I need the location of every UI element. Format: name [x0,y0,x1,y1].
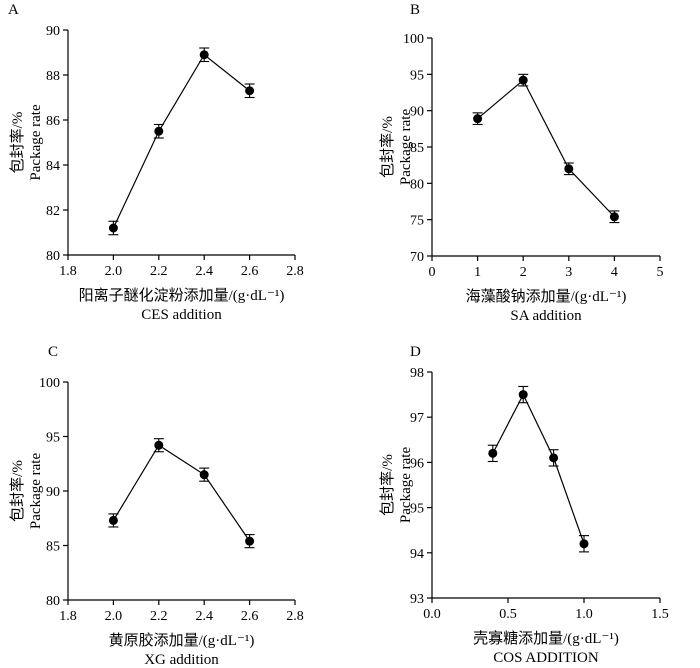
y-axis-label-cn: 包封率/% [379,454,396,516]
y-tick-label: 88 [46,69,60,84]
y-tick-label: 80 [46,249,60,264]
panel-d: D 93 94 95 96 97 98 0.0 0.5 1.0 1.5 壳寡糖添加量/(g·dL⁻¹)… [379,344,669,666]
y-tick-label: 93 [410,592,424,607]
x-tick-label: 0.0 [423,607,441,622]
x-axis-label-en: CES addition [141,307,222,323]
panel-label: B [410,2,420,18]
x-axis-label-cn: 壳寡糖添加量/(g·dL⁻¹) [473,629,619,647]
panel-label: A [8,2,19,18]
y-axis-label-en: Package rate [28,453,44,530]
x-tick-label: 2.2 [150,264,168,279]
y-tick-label: 85 [410,141,424,156]
x-tick-label: 2.2 [150,609,168,624]
x-tick-label: 1.5 [651,607,669,622]
panel-c: C 80 85 90 95 100 1.8 2.0 2.2 2.4 2.6 2.8 黄原胶添加量/(g·… [9,344,304,668]
data-point [245,86,255,96]
x-tick-label: 2.4 [195,264,213,279]
y-tick-label: 90 [46,485,60,500]
data-point [245,536,255,546]
x-tick-label: 1 [474,265,481,280]
x-tick-label: 3 [565,265,572,280]
x-axis-label-cn: 阳离子醚化淀粉添加量/(g·dL⁻¹) [79,287,285,304]
x-axis-label-en: COS ADDITION [493,650,599,666]
x-tick-label: 1.8 [59,609,77,624]
series-line [492,393,585,544]
x-tick-label: 1.0 [575,607,593,622]
data-point [609,212,619,222]
y-axis-label-en: Package rate [398,109,414,186]
x-axis-label-cn: 海藻酸钠添加量/(g·dL⁻¹) [466,288,627,305]
y-tick-label: 84 [46,159,60,174]
data-point [108,515,118,525]
y-tick-label: 96 [410,456,424,471]
data-point [579,539,589,549]
data-point [518,75,528,85]
data-point [473,114,483,124]
y-axis-label-en: Package rate [28,104,44,181]
y-tick-label: 80 [410,177,424,192]
x-tick-label: 2 [520,265,527,280]
data-point [518,390,528,400]
y-tick-label: 95 [46,431,60,446]
y-tick-label: 90 [410,105,424,120]
x-axis-label-en: XG addition [144,652,219,668]
y-tick-label: 95 [410,502,424,517]
x-tick-label: 2.8 [286,609,304,624]
y-tick-label: 82 [46,204,60,219]
y-tick-label: 90 [46,24,60,39]
y-axis-label-cn: 包封率/% [379,116,396,178]
y-tick-label: 75 [410,214,424,229]
data-point [108,223,118,233]
x-tick-label: 2.8 [286,264,304,279]
data-point [154,126,164,136]
x-tick-label: 2.4 [195,609,213,624]
x-axis-label-cn: 黄原胶添加量/(g·dL⁻¹) [109,632,255,649]
x-tick-label: 0.5 [499,607,517,622]
x-tick-label: 2.0 [105,264,123,279]
panel-b: B 70 75 80 85 90 95 100 0 1 2 3 4 5 海藻酸钠添加量/(g·dL⁻¹) SA… [379,2,664,324]
y-tick-label: 85 [46,540,60,555]
data-point [199,50,209,60]
y-tick-label: 100 [39,376,60,391]
data-point [199,470,209,480]
data-point [564,164,574,174]
data-point [154,440,164,450]
x-axis-label-en: SA addition [510,308,582,324]
panel-a: A 80 82 84 86 88 90 1.8 2.0 2.2 2.4 2.6 2.8阳离子醚化淀粉添加… [8,2,304,323]
y-axis-label-cn: 包封率/% [9,112,26,174]
y-tick-label: 95 [410,68,424,83]
y-tick-label: 97 [410,411,424,426]
y-tick-label: 86 [46,114,60,129]
y-tick-label: 100 [403,32,424,47]
y-tick-label: 94 [410,547,424,562]
y-axis-label-en: Package rate [398,447,414,524]
y-axis-label-cn: 包封率/% [9,460,26,522]
series-line [477,79,615,218]
x-tick-label: 1.8 [59,264,77,279]
y-tick-label: 80 [46,594,60,609]
data-point [549,453,559,463]
series-line [112,444,251,542]
panel-label: C [48,344,58,360]
x-tick-label: 2.0 [105,609,123,624]
x-tick-label: 4 [611,265,618,280]
x-tick-label: 2.6 [241,609,259,624]
x-tick-label: 5 [657,265,664,280]
x-tick-label: 2.6 [241,264,259,279]
data-point [488,448,498,458]
panel-label: D [410,344,421,360]
y-tick-label: 70 [410,250,424,265]
x-tick-label: 0 [429,265,436,280]
series-line [112,53,250,229]
y-tick-label: 98 [410,366,424,381]
